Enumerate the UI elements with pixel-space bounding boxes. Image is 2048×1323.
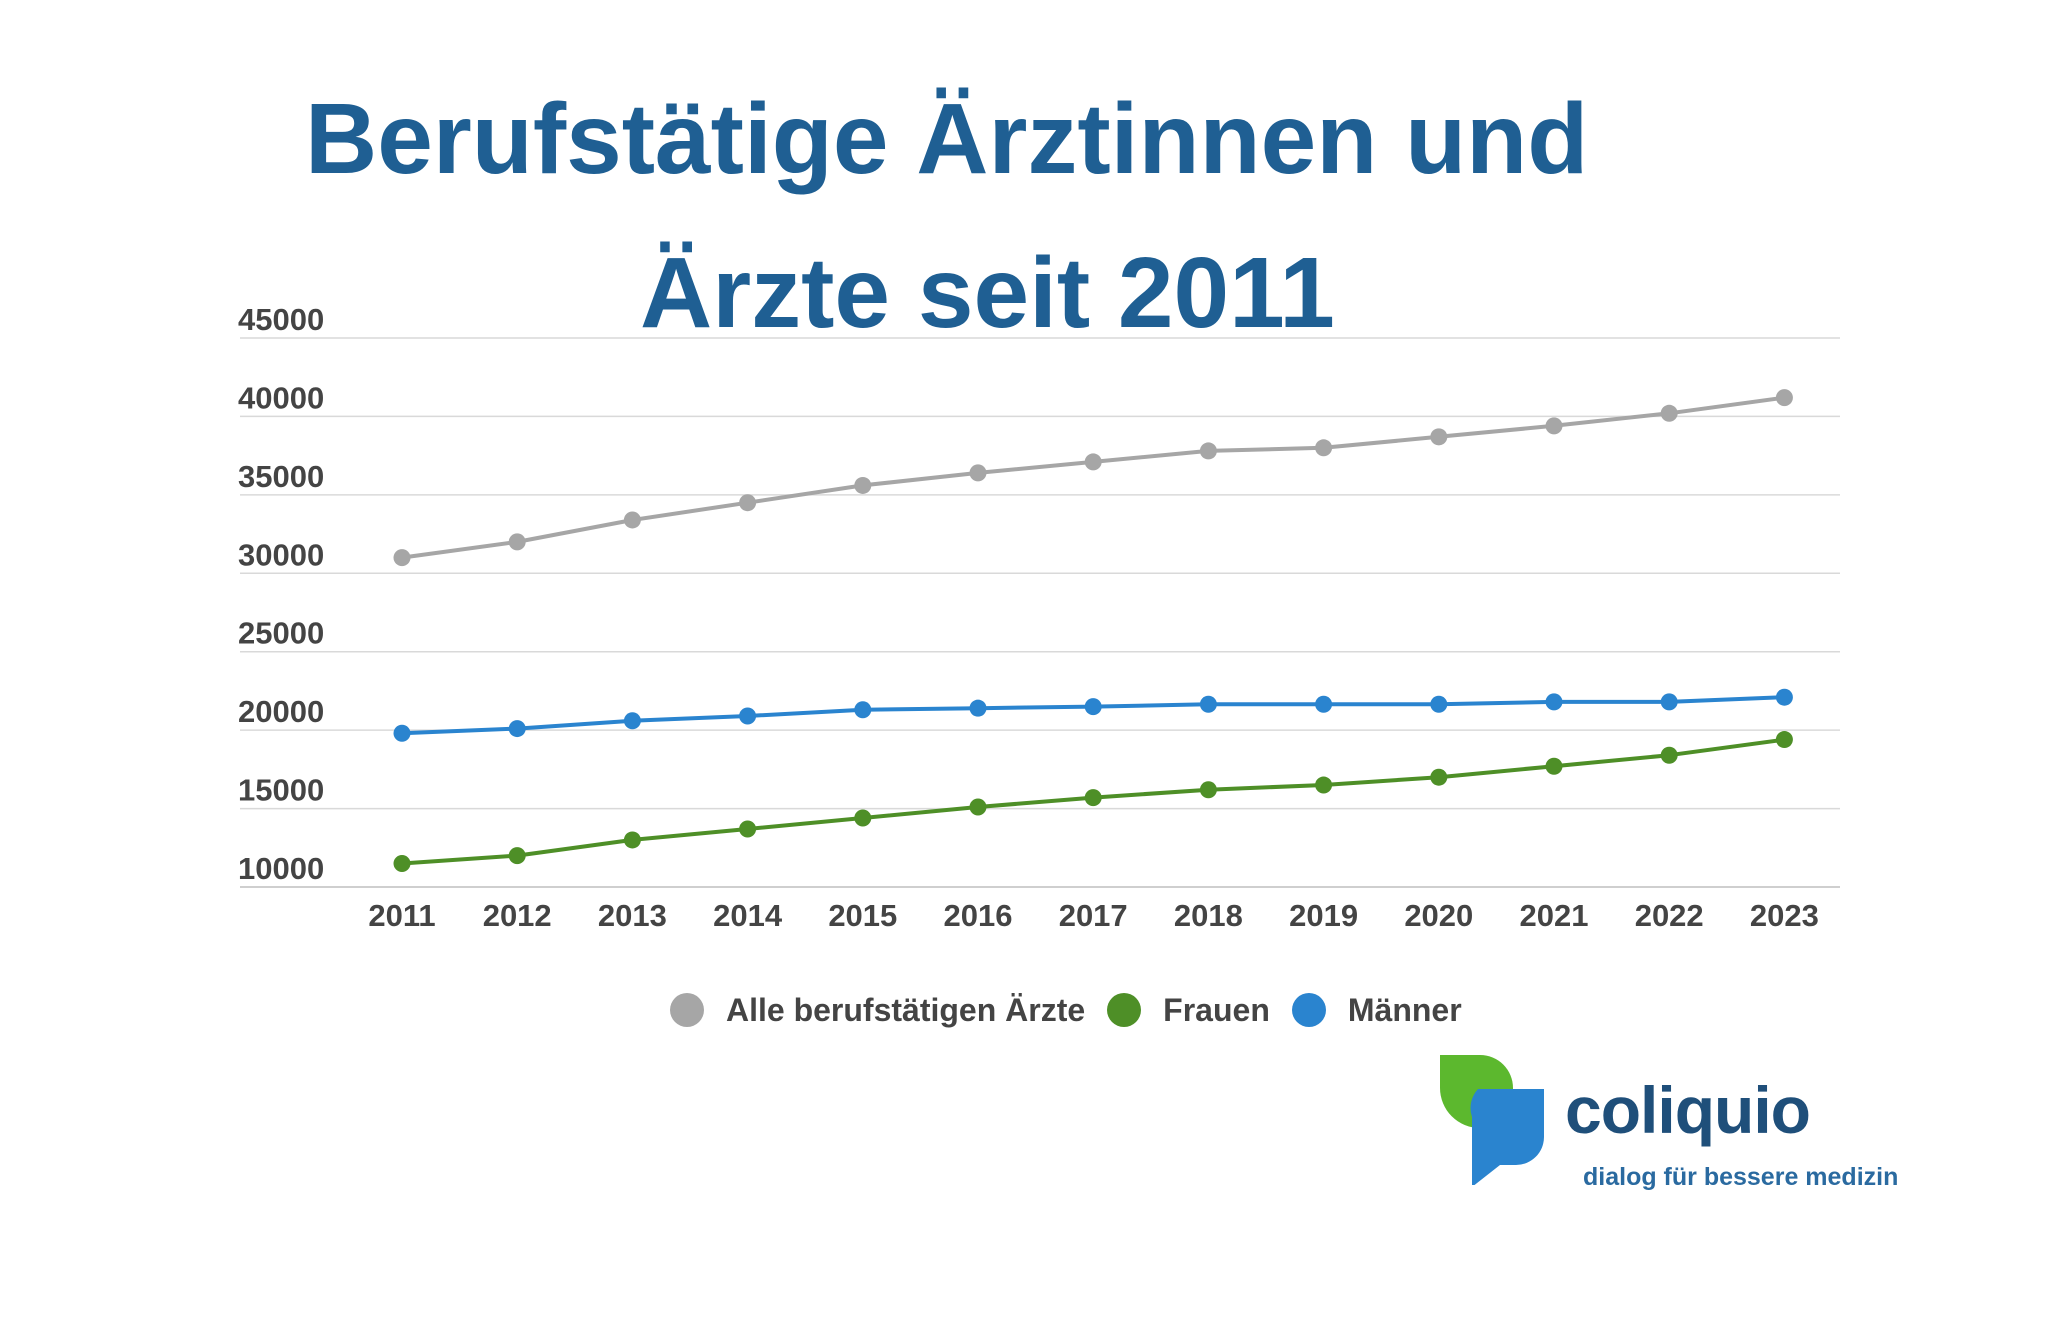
y-tick-label-40000: 40000 xyxy=(238,380,324,415)
data-point-0-2022 xyxy=(1660,404,1678,422)
data-point-2-2016 xyxy=(969,699,987,717)
data-point-1-2022 xyxy=(1660,746,1678,764)
x-tick-label-2019: 2019 xyxy=(1289,898,1358,933)
legend-label-maenner: Männer xyxy=(1347,991,1462,1028)
series-1 xyxy=(393,731,1793,872)
y-tick-label-35000: 35000 xyxy=(238,459,324,494)
data-point-2-2018 xyxy=(1199,695,1217,713)
legend-marker-maenner xyxy=(1291,993,1326,1027)
data-point-0-2023 xyxy=(1775,389,1793,407)
data-point-1-2016 xyxy=(969,798,987,816)
x-tick-label-2013: 2013 xyxy=(598,898,667,933)
data-point-1-2013 xyxy=(623,831,641,849)
data-point-2-2014 xyxy=(739,707,757,725)
data-point-2-2011 xyxy=(393,724,411,742)
logo-wordmark: coliquio xyxy=(1565,1073,1811,1147)
y-tick-label-45000: 45000 xyxy=(238,302,324,337)
legend-label-frauen: Frauen xyxy=(1163,991,1270,1028)
y-tick-label-25000: 25000 xyxy=(238,616,324,651)
x-tick-label-2014: 2014 xyxy=(713,898,783,933)
series-0 xyxy=(393,389,1793,567)
data-point-0-2020 xyxy=(1430,428,1448,446)
legend: Alle berufstätigen Ärzte Frauen Männer xyxy=(670,985,1484,1035)
data-point-0-2016 xyxy=(969,464,987,482)
data-point-0-2015 xyxy=(854,476,872,494)
y-tick-label-30000: 30000 xyxy=(238,537,324,572)
data-point-2-2020 xyxy=(1430,695,1448,713)
data-point-2-2015 xyxy=(854,701,872,719)
data-point-0-2013 xyxy=(623,511,641,529)
data-point-2-2022 xyxy=(1660,693,1678,711)
logo-tagline: dialog für bessere medizin xyxy=(1583,1163,1899,1191)
y-tick-label-20000: 20000 xyxy=(238,694,324,729)
x-tick-label-2021: 2021 xyxy=(1520,898,1589,933)
data-point-1-2023 xyxy=(1775,731,1793,749)
series-line-0 xyxy=(401,395,1785,560)
data-point-1-2020 xyxy=(1430,768,1448,786)
chart-title-line-1: Berufstätige Ärztinnen und xyxy=(305,83,1589,195)
data-point-0-2014 xyxy=(739,494,757,512)
y-axis-ticks: 10000 15000 20000 25000 30000 35000 40000 45000 xyxy=(238,302,324,886)
data-point-2-2013 xyxy=(623,712,641,730)
y-tick-label-10000: 10000 xyxy=(238,851,324,886)
legend-item-maenner: Männer xyxy=(1291,991,1462,1029)
y-tick-label-15000: 15000 xyxy=(238,773,324,808)
data-point-0-2017 xyxy=(1084,453,1102,471)
series-layer xyxy=(393,389,1793,872)
data-point-1-2014 xyxy=(739,820,757,838)
data-point-1-2019 xyxy=(1315,776,1333,794)
data-point-1-2015 xyxy=(854,809,872,827)
data-point-0-2011 xyxy=(393,549,411,567)
x-tick-label-2018: 2018 xyxy=(1174,898,1243,933)
data-point-2-2021 xyxy=(1545,693,1563,711)
x-tick-label-2023: 2023 xyxy=(1750,898,1819,933)
legend-marker-frauen xyxy=(1107,993,1142,1027)
speech-bubble-logo-icon xyxy=(1440,1055,1544,1185)
data-point-1-2012 xyxy=(508,847,526,865)
x-tick-label-2020: 2020 xyxy=(1404,898,1473,933)
data-point-0-2019 xyxy=(1315,439,1333,457)
data-point-2-2012 xyxy=(508,720,526,738)
coliquio-logo: coliquio dialog für bessere medizin xyxy=(1440,1055,1920,1195)
x-tick-label-2012: 2012 xyxy=(483,898,552,933)
x-tick-label-2022: 2022 xyxy=(1635,898,1704,933)
data-point-0-2018 xyxy=(1199,442,1217,460)
data-point-1-2011 xyxy=(393,854,411,872)
series-2 xyxy=(393,688,1793,742)
data-point-1-2017 xyxy=(1084,789,1102,807)
x-tick-label-2015: 2015 xyxy=(828,898,897,933)
legend-label-alle: Alle berufstätigen Ärzte xyxy=(726,991,1086,1028)
x-tick-label-2016: 2016 xyxy=(944,898,1013,933)
data-point-1-2021 xyxy=(1545,757,1563,775)
x-tick-label-2011: 2011 xyxy=(368,898,435,933)
data-point-0-2021 xyxy=(1545,417,1563,435)
data-point-0-2012 xyxy=(508,533,526,551)
data-point-2-2023 xyxy=(1775,688,1793,706)
chart-title-line-2: Ärzte seit 2011 xyxy=(640,237,1335,349)
x-axis-ticks: 2011 2012 2013 2014 2015 2016 2017 2018 2019 2020… xyxy=(368,898,1819,933)
legend-item-alle: Alle berufstätigen Ärzte xyxy=(670,992,1085,1029)
legend-marker-alle xyxy=(670,993,704,1027)
legend-item-frauen: Frauen xyxy=(1107,992,1270,1029)
x-tick-label-2017: 2017 xyxy=(1059,898,1128,933)
data-point-1-2018 xyxy=(1199,781,1217,799)
data-point-2-2017 xyxy=(1084,698,1102,716)
data-point-2-2019 xyxy=(1315,695,1333,713)
